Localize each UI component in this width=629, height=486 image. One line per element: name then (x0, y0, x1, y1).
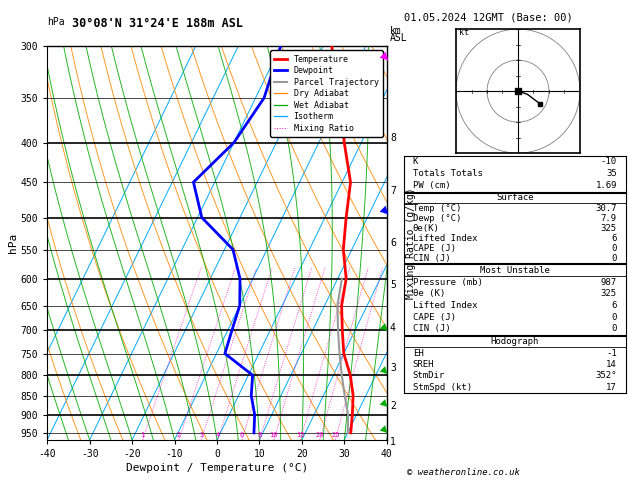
Text: ▶: ▶ (379, 51, 391, 64)
Text: 4: 4 (390, 323, 396, 333)
Text: Most Unstable: Most Unstable (480, 266, 550, 275)
Text: StmDir: StmDir (413, 371, 445, 381)
Text: Mixing Ratio (g/kg): Mixing Ratio (g/kg) (406, 187, 416, 299)
Text: km: km (390, 26, 402, 36)
Text: 8: 8 (257, 432, 262, 438)
Text: 01.05.2024 12GMT (Base: 00): 01.05.2024 12GMT (Base: 00) (404, 12, 572, 22)
Text: kt: kt (459, 28, 469, 37)
Text: SREH: SREH (413, 360, 434, 369)
Text: 1.69: 1.69 (596, 181, 617, 191)
Text: 15: 15 (296, 432, 304, 438)
Text: StmSpd (kt): StmSpd (kt) (413, 383, 472, 392)
Text: θe(K): θe(K) (413, 224, 440, 233)
Text: Pressure (mb): Pressure (mb) (413, 278, 482, 287)
Text: 1: 1 (141, 432, 145, 438)
Text: 325: 325 (601, 224, 617, 233)
Text: Lifted Index: Lifted Index (413, 234, 477, 243)
Text: 987: 987 (601, 278, 617, 287)
Text: 352°: 352° (596, 371, 617, 381)
Text: 6: 6 (240, 432, 244, 438)
Text: 10: 10 (270, 432, 278, 438)
Text: 2: 2 (390, 401, 396, 411)
Text: ASL: ASL (390, 34, 408, 43)
Text: Dewp (°C): Dewp (°C) (413, 214, 461, 223)
Text: CIN (J): CIN (J) (413, 325, 450, 333)
Text: 30°08'N 31°24'E 188m ASL: 30°08'N 31°24'E 188m ASL (72, 17, 243, 30)
Text: ▶: ▶ (379, 322, 391, 334)
Text: hPa: hPa (47, 17, 65, 27)
Text: 0: 0 (611, 312, 617, 322)
Text: © weatheronline.co.uk: © weatheronline.co.uk (407, 469, 520, 477)
Text: 25: 25 (331, 432, 340, 438)
Text: 6: 6 (390, 238, 396, 248)
Text: PW (cm): PW (cm) (413, 181, 450, 191)
Text: ▶: ▶ (379, 423, 391, 435)
Text: 6: 6 (611, 301, 617, 310)
Text: 8: 8 (390, 134, 396, 143)
X-axis label: Dewpoint / Temperature (°C): Dewpoint / Temperature (°C) (126, 463, 308, 473)
Text: 2: 2 (177, 432, 181, 438)
Text: Temp (°C): Temp (°C) (413, 204, 461, 212)
Text: 3: 3 (199, 432, 203, 438)
Text: EH: EH (413, 348, 423, 358)
Text: 325: 325 (601, 289, 617, 298)
Text: 5: 5 (390, 280, 396, 290)
Text: Surface: Surface (496, 193, 533, 203)
Text: -10: -10 (601, 157, 617, 166)
Text: 0: 0 (611, 244, 617, 253)
Y-axis label: hPa: hPa (8, 233, 18, 253)
Legend: Temperature, Dewpoint, Parcel Trajectory, Dry Adiabat, Wet Adiabat, Isotherm, Mi: Temperature, Dewpoint, Parcel Trajectory… (270, 51, 382, 137)
Text: Hodograph: Hodograph (491, 337, 539, 346)
Text: 6: 6 (611, 234, 617, 243)
Text: 0: 0 (611, 325, 617, 333)
Text: 14: 14 (606, 360, 617, 369)
Text: Lifted Index: Lifted Index (413, 301, 477, 310)
Text: Totals Totals: Totals Totals (413, 169, 482, 178)
Text: -1: -1 (606, 348, 617, 358)
Text: ▶: ▶ (379, 365, 391, 377)
Text: 7.9: 7.9 (601, 214, 617, 223)
Text: 17: 17 (606, 383, 617, 392)
Text: 30.7: 30.7 (596, 204, 617, 212)
Text: 35: 35 (606, 169, 617, 178)
Text: 0: 0 (611, 254, 617, 263)
Text: 4: 4 (216, 432, 220, 438)
Text: θe (K): θe (K) (413, 289, 445, 298)
Text: K: K (413, 157, 418, 166)
Text: CAPE (J): CAPE (J) (413, 312, 455, 322)
Text: ▶: ▶ (379, 204, 391, 217)
Text: CAPE (J): CAPE (J) (413, 244, 455, 253)
Text: CIN (J): CIN (J) (413, 254, 450, 263)
Text: 1: 1 (390, 437, 396, 447)
Text: 20: 20 (316, 432, 324, 438)
Text: 3: 3 (390, 363, 396, 373)
Text: 7: 7 (390, 186, 396, 196)
Text: ▶: ▶ (379, 397, 391, 410)
